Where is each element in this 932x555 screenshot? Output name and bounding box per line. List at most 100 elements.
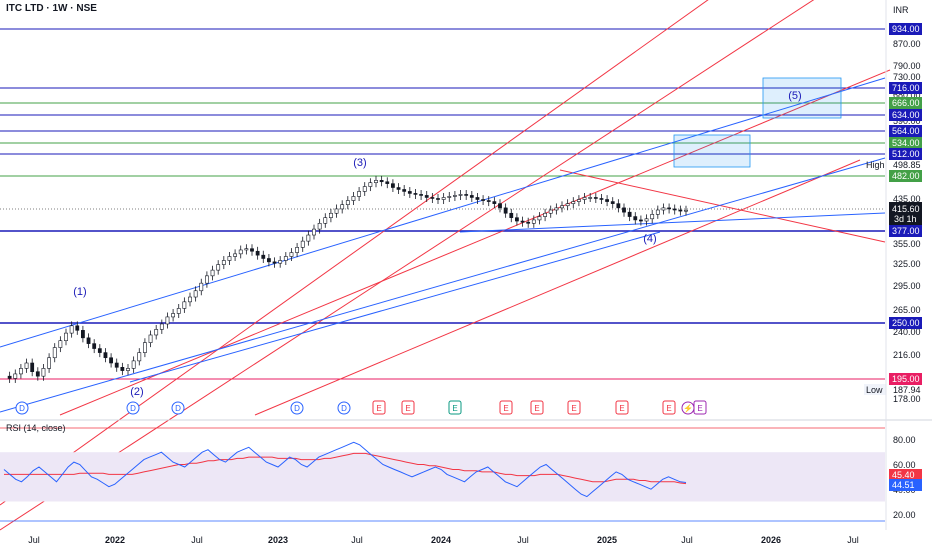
level-price-label: 716.00	[892, 83, 920, 93]
low-label-bg	[864, 384, 886, 395]
earnings-marker	[448, 400, 462, 415]
candle-body	[548, 209, 553, 214]
candle-body	[205, 275, 209, 284]
price-candles	[7, 175, 688, 383]
candle-body	[391, 183, 395, 188]
price-tick: 295.00	[893, 281, 921, 291]
candle-body	[148, 334, 153, 343]
candle-body	[650, 214, 655, 220]
horizontal-levels	[0, 28, 885, 380]
candle-body	[678, 209, 683, 212]
candle-body	[543, 212, 547, 217]
earnings-marker-label: E	[452, 404, 457, 413]
earnings-marker-label: E	[697, 404, 702, 413]
candle-body	[396, 187, 401, 190]
price-tick: 680.00	[893, 90, 921, 100]
currency-label: INR	[893, 5, 909, 15]
candle-body	[430, 197, 435, 199]
candle-body	[154, 329, 159, 336]
level-price-tag	[889, 82, 922, 94]
candle-body	[227, 256, 232, 261]
earnings-marker-label: E	[534, 404, 539, 413]
channel-line	[0, 0, 815, 531]
candle-body	[537, 216, 542, 221]
level-price-tag	[889, 317, 922, 329]
candle-body	[684, 209, 688, 212]
candle-body	[295, 247, 299, 253]
earnings-marker	[567, 400, 581, 415]
candle-body	[306, 234, 311, 242]
dividend-marker	[171, 401, 185, 415]
candle-body	[13, 373, 18, 379]
candle-body	[329, 212, 333, 218]
candle-body	[233, 253, 237, 257]
time-tick: 2025	[597, 535, 617, 545]
candle-body	[255, 250, 260, 256]
time-tick: Jul	[517, 535, 529, 545]
dividend-marker-label: D	[19, 404, 25, 413]
candle-body	[633, 216, 638, 221]
candle-body	[323, 217, 328, 224]
rsi-ma-line	[4, 452, 687, 485]
trend-channels	[0, 0, 891, 531]
earnings-marker-label: E	[376, 404, 381, 413]
candle-body	[92, 343, 97, 349]
level-price-tag	[889, 109, 922, 121]
candle-body	[103, 352, 108, 359]
price-tick: 730.00	[893, 72, 921, 82]
earnings-marker-label: E	[405, 404, 410, 413]
rsi-tick: 80.00	[893, 435, 916, 445]
time-tick: 2022	[105, 535, 125, 545]
level-price-tag	[889, 170, 922, 182]
candle-body	[481, 199, 485, 201]
candle-body	[571, 201, 576, 204]
earnings-marker	[530, 400, 544, 415]
candle-body	[159, 323, 164, 330]
level-price-label: 482.00	[892, 171, 920, 181]
dividend-marker-label: D	[175, 404, 181, 413]
candle-body	[340, 204, 345, 210]
time-tick: 2023	[268, 535, 288, 545]
trend-line	[129, 231, 661, 383]
candle-body	[616, 203, 621, 209]
candle-body	[577, 199, 581, 202]
candle-body	[402, 189, 407, 192]
price-axis: INR870.00790.00730.00680.00590.00435.003…	[864, 5, 922, 404]
candle-body	[52, 347, 57, 359]
candle-body	[503, 207, 508, 214]
target-box	[673, 134, 751, 168]
dividend-marker	[337, 401, 351, 415]
candle-body	[86, 337, 91, 344]
last-price-value: 415.60	[892, 204, 920, 214]
candle-body	[126, 368, 130, 371]
time-tick: Jul	[351, 535, 363, 545]
candle-body	[667, 207, 671, 210]
candle-body	[582, 197, 587, 200]
candle-body	[250, 248, 254, 252]
rsi-ma-value: 44.51	[892, 480, 915, 490]
wave-label: (1)	[73, 286, 86, 298]
candle-body	[661, 207, 666, 211]
candle-body	[599, 198, 604, 200]
candle-body	[464, 194, 469, 196]
candle-body	[458, 194, 463, 196]
channel-line	[59, 69, 891, 416]
candle-body	[176, 308, 181, 314]
candle-body	[610, 201, 615, 204]
candle-body	[453, 195, 457, 197]
level-price-tag	[889, 148, 922, 160]
candle-body	[69, 325, 74, 334]
candle-body	[407, 191, 412, 194]
candle-body	[283, 256, 288, 261]
candle-body	[622, 207, 626, 213]
candle-body	[210, 269, 215, 277]
price-tick: 435.00	[893, 194, 921, 204]
candle-body	[560, 205, 564, 209]
earnings-marker	[401, 400, 415, 415]
candle-body	[639, 219, 643, 222]
candle-body	[278, 260, 283, 264]
candle-body	[182, 301, 187, 309]
high-label: High	[866, 160, 885, 170]
